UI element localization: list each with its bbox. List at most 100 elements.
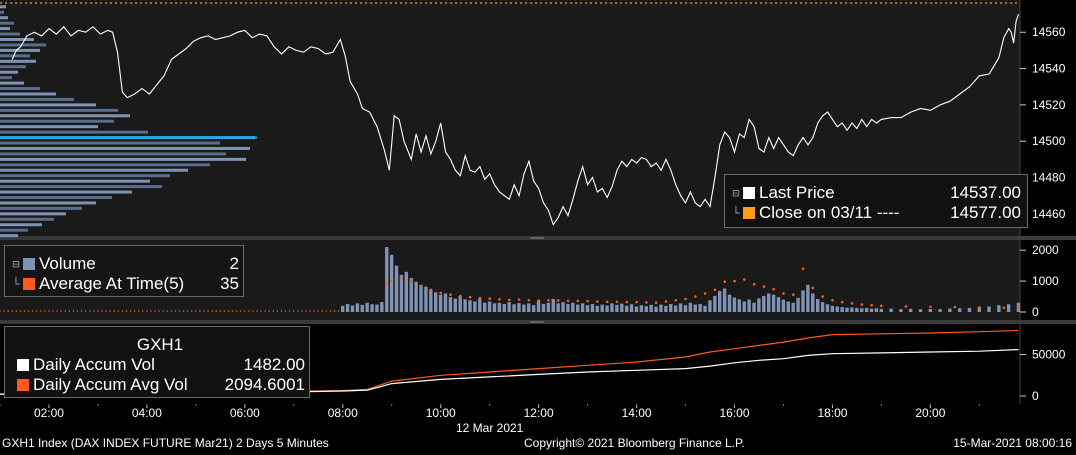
xaxis-band: [0, 404, 1076, 434]
average-dot: [325, 310, 328, 312]
volume-bar: [551, 299, 555, 312]
legend-row-accum-avg[interactable]: Daily Accum Avg Vol 2094.6001: [15, 375, 305, 395]
average-dot: [292, 310, 295, 312]
average-dot: [333, 310, 336, 312]
average-dot: [60, 310, 62, 312]
average-dot: [517, 298, 521, 301]
volume-bar: [860, 308, 864, 312]
volume-bar: [429, 289, 433, 312]
x-tick-label: 18:00: [817, 406, 847, 420]
average-dot: [203, 310, 205, 312]
average-dot: [1002, 306, 1006, 309]
volume-bar: [796, 297, 800, 312]
volume-bar: [869, 308, 874, 312]
average-dot: [743, 278, 746, 281]
average-dot: [645, 301, 648, 304]
average-dot: [72, 310, 75, 312]
average-dot: [186, 310, 189, 312]
legend-row-accum-vol[interactable]: Daily Accum Vol 1482.00: [15, 355, 305, 375]
volume-swatch: [23, 258, 35, 270]
volume-bar: [899, 309, 903, 312]
volume-bar: [541, 303, 546, 312]
legend-value: 2: [229, 254, 239, 273]
average-dot: [527, 298, 531, 302]
volume-bar: [855, 307, 859, 312]
volume-bar: [375, 304, 379, 312]
volume-bar: [463, 299, 467, 312]
volume-bar: [438, 294, 443, 312]
volume-tick-label: 2000: [1032, 243, 1059, 257]
volume-bar: [629, 304, 634, 312]
average-dot: [15, 310, 18, 312]
legend-value: 1482.00: [243, 355, 305, 374]
x-tick-label: 16:00: [720, 406, 750, 420]
volume-bar: [482, 302, 487, 312]
x-tick-label: 08:00: [328, 406, 358, 420]
legend-row-average[interactable]: └ Average At Time(5) 35: [11, 274, 239, 294]
x-tick-label: 14:00: [622, 406, 652, 420]
volume-bar: [639, 305, 644, 312]
volume-profile-bar: [0, 54, 30, 58]
volume-bar: [806, 284, 810, 312]
average-dot: [288, 310, 291, 312]
accum-tick-label: 50000: [1032, 348, 1066, 362]
average-dot: [137, 310, 140, 312]
average-dot: [978, 306, 981, 309]
volume-bar: [879, 308, 884, 312]
volume-bar: [786, 301, 790, 312]
average-dot: [84, 310, 87, 312]
average-dot: [831, 298, 834, 302]
accum-legend[interactable]: GXH1 Daily Accum Vol 1482.00 Daily Accum…: [4, 326, 310, 398]
average-dot: [109, 310, 111, 312]
average-dot: [52, 310, 54, 312]
price-tick-label: 14520: [1032, 98, 1066, 112]
volume-bar: [708, 300, 712, 312]
volume-bar: [928, 308, 932, 312]
volume-profile-bar: [0, 5, 6, 9]
price-legend[interactable]: ⊟ Last Price 14537.00 └ Close on 03/11 -…: [724, 174, 1028, 228]
average-dot: [93, 310, 95, 312]
average-dot: [566, 299, 570, 303]
volume-bar: [600, 304, 604, 312]
volume-legend[interactable]: ⊟ Volume 2 └ Average At Time(5) 35: [4, 245, 244, 297]
average-dot: [11, 310, 14, 312]
volume-profile-bar: [0, 87, 40, 91]
volume-bar: [938, 309, 942, 312]
volume-bar: [389, 254, 394, 312]
average-dot: [507, 298, 511, 302]
footer-center: Copyright© 2021 Bloomberg Finance L.P.: [524, 436, 745, 450]
average-dot: [256, 310, 258, 312]
average-dot: [7, 310, 9, 312]
volume-bar: [776, 297, 781, 312]
average-dot: [133, 310, 136, 312]
average-dot: [146, 310, 148, 312]
average-dot: [694, 295, 697, 298]
volume-bar: [732, 297, 737, 312]
collapse-tree-icon[interactable]: ⊟: [12, 257, 20, 271]
axes: 14460 14480 14500 14520 14540 14560 0 1000 2000 0…: [0, 25, 1066, 435]
volume-bar: [644, 306, 648, 312]
volume-bar: [517, 303, 521, 312]
legend-row-volume[interactable]: ⊟ Volume 2: [11, 254, 239, 274]
volume-profile-bar: [0, 212, 66, 216]
volume-bar: [492, 303, 497, 312]
average-dot: [468, 295, 472, 299]
volume-bar: [718, 290, 722, 312]
volume-bar: [576, 304, 580, 312]
average-dot: [125, 310, 128, 312]
volume-bar: [531, 305, 536, 312]
average-dot: [80, 310, 83, 312]
volume-bar: [649, 304, 653, 312]
volume-bar: [419, 284, 423, 312]
volume-bar: [380, 302, 384, 312]
volume-bar: [585, 305, 590, 312]
volume-tick-label: 1000: [1032, 274, 1059, 288]
legend-row-last-price[interactable]: ⊟ Last Price 14537.00: [731, 183, 1021, 203]
legend-row-close[interactable]: └ Close on 03/11 ---- 14577.00: [731, 203, 1021, 223]
collapse-tree-icon[interactable]: ⊟: [732, 186, 740, 200]
legend-value: 2094.6001: [224, 375, 305, 394]
average-dot: [113, 310, 116, 312]
volume-profile-bar: [0, 157, 246, 161]
volume-bar: [845, 307, 849, 312]
